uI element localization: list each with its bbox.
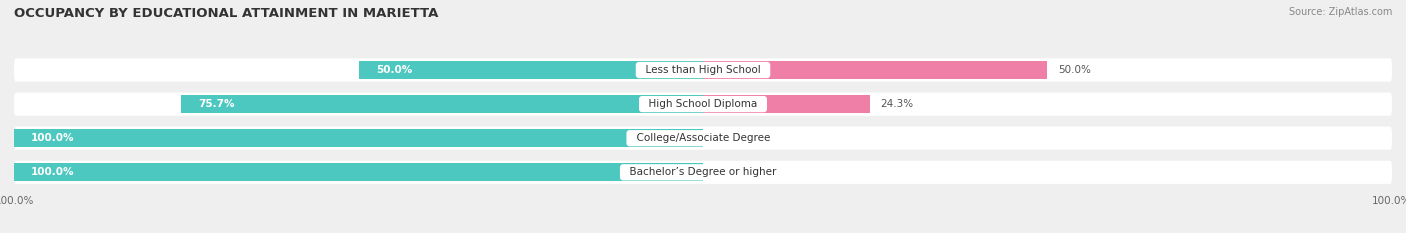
Text: 50.0%: 50.0% [1057, 65, 1091, 75]
Text: 0.0%: 0.0% [724, 167, 749, 177]
FancyBboxPatch shape [14, 161, 1392, 184]
Bar [703, 61, 1047, 79]
Bar [14, 163, 703, 181]
Text: Bachelor’s Degree or higher: Bachelor’s Degree or higher [623, 167, 783, 177]
Text: Less than High School: Less than High School [638, 65, 768, 75]
Text: 50.0%: 50.0% [375, 65, 412, 75]
FancyBboxPatch shape [14, 127, 1392, 150]
Text: High School Diploma: High School Diploma [643, 99, 763, 109]
Text: Source: ZipAtlas.com: Source: ZipAtlas.com [1288, 7, 1392, 17]
Text: 0.0%: 0.0% [724, 133, 749, 143]
Text: 75.7%: 75.7% [198, 99, 235, 109]
Text: 100.0%: 100.0% [31, 167, 75, 177]
Bar [181, 95, 703, 113]
Text: 24.3%: 24.3% [880, 99, 914, 109]
Bar [703, 95, 870, 113]
Bar [14, 129, 703, 147]
Bar [359, 61, 703, 79]
Text: College/Associate Degree: College/Associate Degree [630, 133, 776, 143]
Text: OCCUPANCY BY EDUCATIONAL ATTAINMENT IN MARIETTA: OCCUPANCY BY EDUCATIONAL ATTAINMENT IN M… [14, 7, 439, 20]
FancyBboxPatch shape [14, 58, 1392, 82]
Text: 100.0%: 100.0% [31, 133, 75, 143]
FancyBboxPatch shape [14, 93, 1392, 116]
